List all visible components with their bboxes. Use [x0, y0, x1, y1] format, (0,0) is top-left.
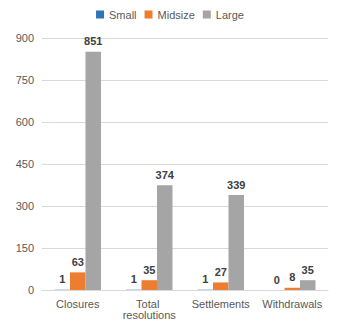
- svg-text:Closures: Closures: [56, 298, 100, 310]
- svg-text:450: 450: [16, 158, 34, 170]
- svg-text:35: 35: [302, 264, 314, 276]
- svg-text:27: 27: [215, 266, 227, 278]
- svg-text:Total: Total: [136, 297, 163, 310]
- svg-text:Midsize: Midsize: [158, 9, 195, 21]
- svg-text:0: 0: [28, 284, 34, 296]
- svg-text:35: 35: [143, 264, 155, 276]
- svg-text:Settlements: Settlements: [192, 298, 251, 310]
- svg-text:8: 8: [289, 271, 295, 283]
- svg-text:Withdrawals: Withdrawals: [262, 298, 322, 310]
- svg-text:900: 900: [16, 32, 34, 44]
- svg-text:150: 150: [16, 242, 34, 254]
- svg-text:0: 0: [274, 274, 280, 286]
- svg-text:600: 600: [16, 116, 34, 128]
- svg-text:Large: Large: [216, 9, 244, 21]
- svg-text:63: 63: [72, 256, 84, 268]
- svg-text:851: 851: [84, 35, 102, 47]
- svg-text:resolutions: resolutions: [123, 309, 177, 321]
- svg-text:300: 300: [16, 200, 34, 212]
- svg-text:750: 750: [16, 74, 34, 86]
- svg-text:Small: Small: [109, 9, 137, 21]
- svg-text:374: 374: [156, 169, 175, 181]
- svg-text:339: 339: [227, 179, 245, 191]
- svg-text:1: 1: [59, 273, 65, 285]
- svg-text:1: 1: [202, 273, 208, 285]
- svg-text:1: 1: [131, 273, 137, 285]
